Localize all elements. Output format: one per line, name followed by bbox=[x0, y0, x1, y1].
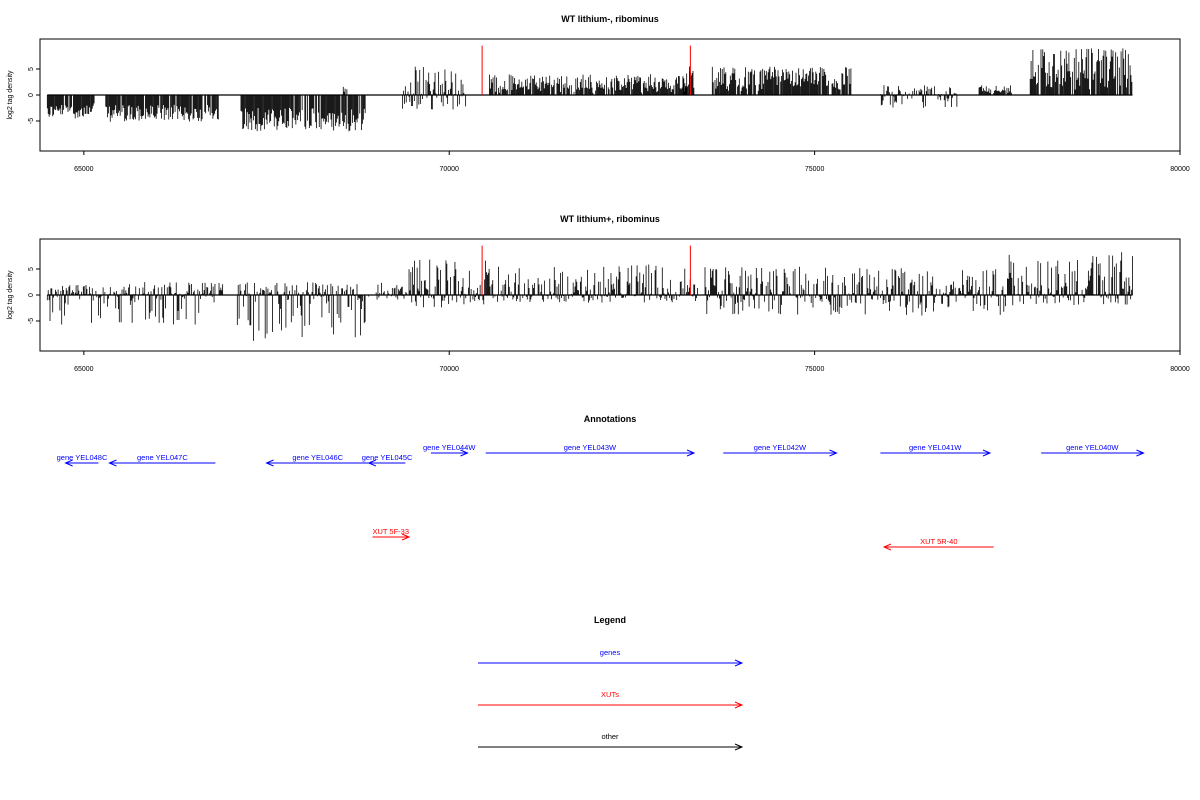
feature-arrow: gene YEL040W bbox=[1041, 443, 1145, 457]
legend-entry: genes bbox=[478, 648, 744, 667]
density-bars bbox=[46, 252, 1133, 341]
feature-arrow: XUT 5R-40 bbox=[882, 537, 994, 551]
feature-label: XUT 5F-33 bbox=[372, 527, 409, 536]
plot-panel-lithium-plus: WT lithium+, ribominus log2 tag density … bbox=[7, 214, 1190, 373]
x-tick-label: 80000 bbox=[1170, 366, 1190, 373]
y-tick-label: 0 bbox=[28, 293, 35, 297]
annotation-track: Annotations gene YEL048C gene YEL047C gene… bbox=[57, 414, 1145, 551]
plot-panel-lithium-minus: WT lithium-, ribominus log2 tag density … bbox=[7, 14, 1190, 173]
feature-arrow: gene YEL046C bbox=[265, 453, 369, 467]
legend-entry: other bbox=[478, 732, 744, 751]
density-bars bbox=[46, 48, 1133, 132]
y-tick-label: -5 bbox=[28, 318, 35, 324]
feature-label: gene YEL045C bbox=[362, 453, 413, 462]
feature-label: gene YEL042W bbox=[754, 443, 807, 452]
feature-arrow: gene YEL045C bbox=[362, 453, 413, 467]
feature-label: gene YEL044W bbox=[423, 443, 476, 452]
legend-label: other bbox=[601, 732, 619, 741]
feature-label: gene YEL048C bbox=[57, 453, 108, 462]
feature-arrow: gene YEL048C bbox=[57, 453, 108, 467]
feature-label: gene YEL040W bbox=[1066, 443, 1119, 452]
feature-label: gene YEL041W bbox=[909, 443, 962, 452]
x-tick-label: 70000 bbox=[439, 366, 459, 373]
y-tick-label: 0 bbox=[28, 93, 35, 97]
y-tick-label: 5 bbox=[28, 67, 35, 71]
legend-entry: XUTs bbox=[478, 690, 744, 709]
feature-arrow: gene YEL043W bbox=[485, 443, 696, 457]
x-tick-label: 80000 bbox=[1170, 166, 1190, 173]
feature-arrow: gene YEL044W bbox=[423, 443, 476, 457]
feature-label: XUT 5R-40 bbox=[920, 537, 957, 546]
x-tick-label: 65000 bbox=[74, 166, 94, 173]
panel-title: WT lithium+, ribominus bbox=[560, 214, 660, 224]
feature-arrow: gene YEL041W bbox=[880, 443, 992, 457]
legend-label: XUTs bbox=[601, 690, 619, 699]
y-tick-label: -5 bbox=[28, 118, 35, 124]
legend-title: Legend bbox=[594, 615, 626, 625]
y-axis-label: log2 tag density bbox=[7, 70, 14, 120]
legend-label: genes bbox=[600, 648, 621, 657]
x-tick-label: 75000 bbox=[805, 366, 825, 373]
feature-arrow: gene YEL042W bbox=[723, 443, 838, 457]
feature-label: gene YEL046C bbox=[292, 453, 343, 462]
feature-label: gene YEL043W bbox=[564, 443, 617, 452]
y-tick-label: 5 bbox=[28, 267, 35, 271]
feature-label: gene YEL047C bbox=[137, 453, 188, 462]
x-tick-label: 75000 bbox=[805, 166, 825, 173]
x-tick-label: 65000 bbox=[74, 366, 94, 373]
annotations-title: Annotations bbox=[584, 414, 637, 424]
feature-arrow: XUT 5F-33 bbox=[372, 527, 411, 541]
legend: Legend genes XUTs other bbox=[478, 615, 744, 751]
panel-title: WT lithium-, ribominus bbox=[561, 14, 659, 24]
feature-arrow: gene YEL047C bbox=[108, 453, 216, 467]
y-axis-label: log2 tag density bbox=[7, 270, 14, 320]
x-tick-label: 70000 bbox=[439, 166, 459, 173]
